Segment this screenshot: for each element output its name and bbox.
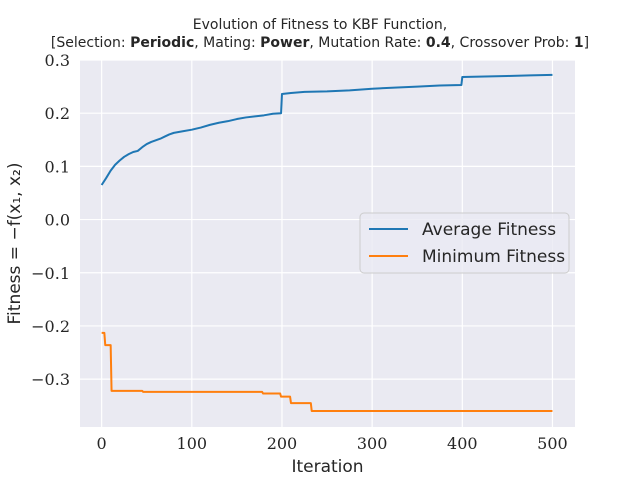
y-tick-label: 0.2 (45, 104, 70, 123)
legend-box (359, 212, 570, 274)
legend: Average Fitness Minimum Fitness (359, 212, 570, 274)
y-tick-label: 0.0 (45, 211, 70, 230)
series-line-minimum-fitness (101, 331, 553, 413)
title-part: 1 (573, 35, 584, 51)
x-axis-label: Iteration (291, 457, 363, 477)
title-part: ] (583, 35, 590, 51)
x-tick-label: 400 (447, 434, 478, 453)
legend-label: Average Fitness (422, 220, 556, 240)
x-tick-label: 500 (537, 434, 568, 453)
y-axis-label: Fitness = −f(x₁, x₂) (5, 163, 25, 325)
title-part: Power (260, 35, 310, 51)
x-tick-label: 100 (177, 434, 208, 453)
x-tick-label: 200 (267, 434, 298, 453)
series-layer (100, 73, 553, 413)
y-tick-label: −0.1 (31, 264, 70, 283)
y-tick-label: −0.2 (31, 317, 70, 336)
chart-title-line2: [Selection: Periodic, Mating: Power, Mut… (0, 35, 640, 51)
y-tick-label: −0.3 (31, 370, 70, 389)
chart-title-line1: Evolution of Fitness to KBF Function, (192, 17, 448, 33)
grid (80, 59, 575, 427)
title-part: , Mating: (194, 35, 261, 51)
title-part: 0.4 (425, 35, 451, 51)
title-part: Periodic (130, 35, 195, 51)
tick-labels: 0 100 200 300 400 500 0.3 0.2 0.1 0.0 −0.1 −0.2 −0.3 (31, 51, 568, 453)
y-tick-label: 0.3 (45, 51, 70, 70)
title-part: , Crossover Prob: (450, 35, 574, 51)
y-tick-label: 0.1 (45, 157, 70, 176)
series-line-average-fitness (100, 73, 553, 186)
x-tick-label: 0 (97, 434, 107, 453)
x-tick-label: 300 (357, 434, 388, 453)
title-part: , Mutation Rate: (309, 35, 426, 51)
legend-label: Minimum Fitness (422, 247, 565, 267)
title-part: [Selection: (50, 35, 131, 51)
